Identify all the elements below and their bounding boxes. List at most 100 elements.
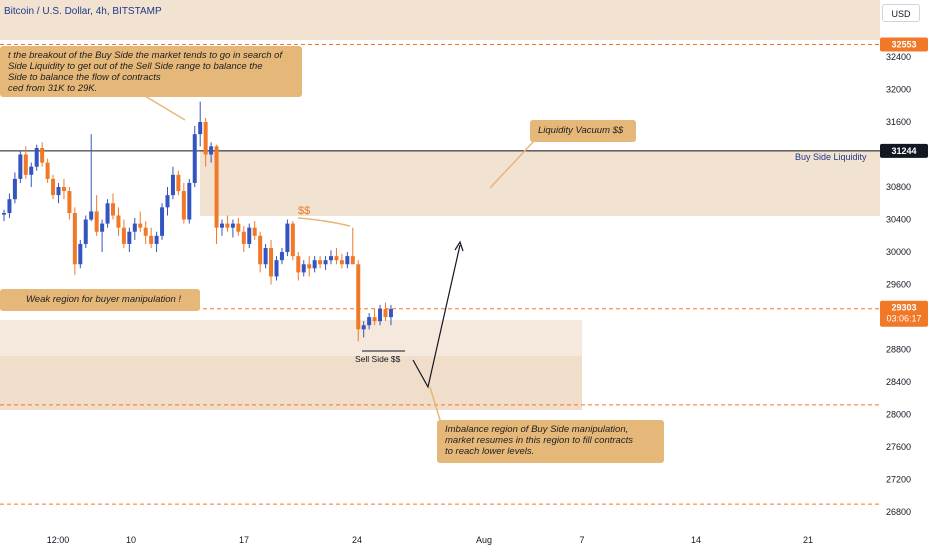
candle-body [258, 235, 263, 265]
candle [160, 203, 165, 240]
candle-body [301, 264, 306, 273]
candle [263, 243, 268, 269]
candle-body [12, 178, 17, 200]
candle-body [111, 203, 115, 216]
sell-side-label: Sell Side $$ [355, 354, 401, 364]
x-tick-label: 21 [803, 535, 813, 545]
candle [258, 231, 263, 273]
candle-body [187, 182, 192, 220]
candle [339, 253, 344, 269]
candle [116, 207, 121, 236]
candle-body [285, 223, 290, 253]
candle-body [67, 191, 72, 214]
candle-body [18, 154, 23, 179]
candle [51, 174, 56, 200]
candle [269, 239, 274, 285]
candle-body [2, 213, 6, 215]
candle-body [307, 264, 312, 269]
candle-body [7, 199, 12, 214]
candle [388, 304, 393, 326]
candle-body [241, 231, 246, 244]
currency-button[interactable]: USD [882, 4, 920, 22]
upper-supply-zone [0, 0, 880, 40]
imbalance-zone [0, 356, 582, 410]
candle-body [132, 223, 137, 232]
candle [105, 199, 110, 228]
top-callout-line: t the breakout of the Buy Side the marke… [8, 50, 283, 61]
candle-body [34, 147, 39, 167]
vacuum-pointer [489, 139, 536, 189]
candle [252, 221, 257, 240]
candle [72, 207, 77, 275]
x-tick-label: Aug [476, 535, 492, 545]
candle [209, 142, 214, 163]
level-tag-buy-side: 31244 [891, 146, 916, 156]
candle-body [138, 223, 143, 228]
candle-body [72, 213, 77, 265]
y-tick-label: 32400 [886, 52, 911, 62]
candle [45, 158, 50, 183]
top-callout-line: Side to balance the flow of contracts [8, 72, 161, 83]
candle-body [127, 231, 132, 244]
candle-body [236, 223, 241, 232]
candle [89, 134, 94, 222]
candle-body [372, 317, 377, 322]
candle [367, 313, 372, 330]
level-tag-top: 32553 [891, 39, 916, 49]
candle [40, 142, 45, 167]
y-tick-label: 32000 [886, 84, 911, 94]
candle-body [356, 264, 361, 330]
ss-curve [297, 217, 351, 227]
candle [334, 247, 339, 265]
candle-body [203, 121, 208, 155]
candle [2, 209, 6, 222]
price-axis[interactable] [880, 0, 932, 550]
y-tick-label: 30400 [886, 215, 911, 225]
y-tick-label: 30800 [886, 182, 911, 192]
current-price-tag: 29303 [891, 303, 916, 313]
y-tick-label: 28000 [886, 410, 911, 420]
candle-body [318, 260, 323, 265]
imbalance-callout-line: Imbalance region of Buy Side manipulatio… [445, 424, 629, 435]
candle-body [143, 227, 148, 236]
symbol-title: Bitcoin / U.S. Dollar, 4h, BITSTAMP [4, 6, 162, 17]
level-tag-top-bg [880, 37, 928, 52]
y-tick-label: 28800 [886, 345, 911, 355]
candle-body [83, 219, 88, 244]
candle-body [78, 243, 83, 265]
candle-body [214, 146, 219, 228]
candle-body [149, 235, 154, 244]
imbalance-callout: Imbalance region of Buy Side manipulatio… [437, 420, 664, 463]
candle [78, 239, 83, 269]
candle [18, 150, 23, 183]
candle [361, 321, 366, 338]
candle [230, 219, 235, 238]
candle [121, 219, 126, 248]
candle-body [94, 211, 99, 232]
candle-body [160, 207, 165, 236]
candle [356, 260, 361, 342]
candle [198, 101, 203, 147]
candle [154, 231, 159, 253]
candle-body [45, 162, 50, 179]
candle-body [121, 227, 126, 244]
candle-body [388, 308, 393, 318]
candle [176, 170, 181, 196]
candle [301, 260, 306, 277]
x-tick-label: 12:00 [47, 535, 70, 545]
candle-body [378, 308, 383, 322]
candle [312, 256, 317, 273]
candle-body [165, 195, 170, 208]
y-tick-label: 30000 [886, 247, 911, 257]
candle [187, 178, 192, 224]
candle [236, 217, 241, 236]
candle [7, 193, 12, 218]
candle-body [350, 256, 355, 265]
y-tick-label: 29600 [886, 280, 911, 290]
x-tick-label: 14 [691, 535, 701, 545]
candle-body [89, 211, 94, 220]
candle-body [230, 223, 235, 228]
candle [12, 172, 17, 204]
